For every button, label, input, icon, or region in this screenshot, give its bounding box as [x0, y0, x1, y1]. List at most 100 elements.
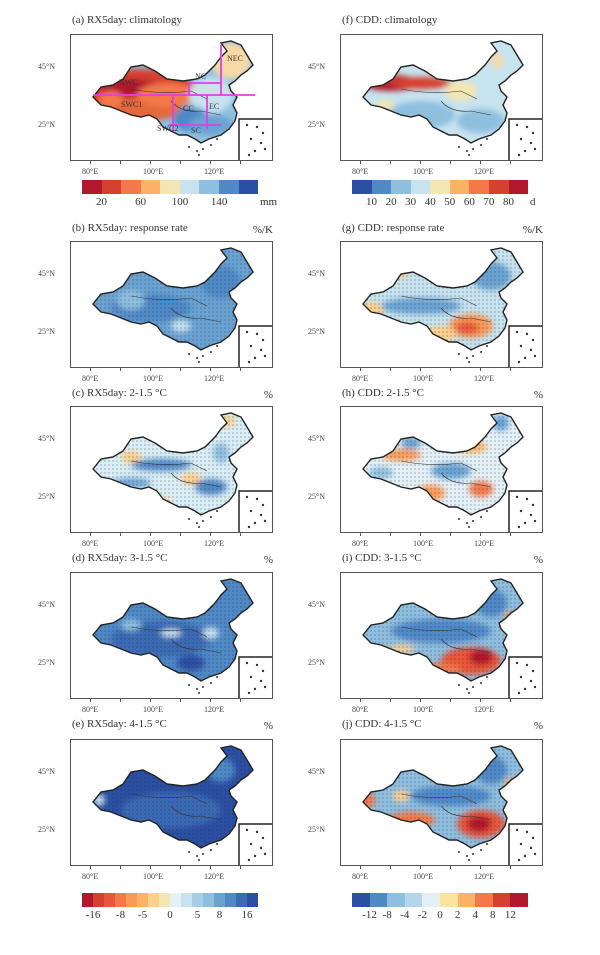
china-outline	[92, 578, 254, 682]
lon-tick	[90, 161, 91, 164]
lat-label: 25°N	[308, 492, 325, 501]
colorbar-label: 4	[472, 909, 478, 921]
colorbar-label: 70	[483, 196, 495, 208]
lon-label: 80°E	[82, 167, 99, 176]
lon-label: 100°E	[413, 872, 434, 881]
lon-tick	[90, 866, 91, 869]
colorbar-swatch	[510, 893, 528, 907]
south-china-sea-inset	[508, 325, 542, 367]
lat-label: 45°N	[38, 434, 55, 443]
colorbar-swatch	[352, 180, 372, 194]
panel-unit-d: %	[263, 554, 273, 566]
colorbar-swatch	[457, 893, 476, 907]
lon-tick	[120, 533, 121, 536]
colorbar-label: 100	[171, 196, 189, 208]
map-panel-b	[70, 241, 273, 368]
china-map-h	[362, 412, 542, 532]
lon-label: 100°E	[413, 374, 434, 383]
lon-tick	[240, 368, 241, 371]
lon-tick	[150, 533, 151, 536]
colorbar-swatch	[422, 893, 440, 907]
colorbar-swatch	[225, 893, 236, 907]
colorbar-swatch	[101, 180, 122, 194]
panel-unit-i: %	[533, 554, 543, 566]
lat-label: 25°N	[38, 825, 55, 834]
lon-tick	[510, 866, 511, 869]
lon-label: 120°E	[204, 705, 225, 714]
colorbar-swatch	[159, 893, 170, 907]
china-outline	[362, 412, 524, 516]
lon-tick	[120, 161, 121, 164]
lon-label: 80°E	[82, 539, 99, 548]
lon-tick	[210, 368, 211, 371]
china-outline	[92, 412, 254, 516]
colorbar-label: 140	[210, 196, 228, 208]
colorbar-label: 10	[366, 196, 378, 208]
colorbar-label: -4	[400, 909, 410, 921]
colorbar-label: 60	[463, 196, 475, 208]
lon-tick	[390, 533, 391, 536]
lon-tick	[360, 161, 361, 164]
lon-tick	[240, 866, 241, 869]
map-panel-j	[340, 739, 543, 866]
lon-tick	[510, 368, 511, 371]
lon-tick	[180, 368, 181, 371]
china-map-b	[92, 247, 272, 367]
panel-title-b: (b) RX5day: response rate	[72, 222, 188, 234]
panel-title-j: (j) CDD: 4-1.5 °C	[342, 718, 422, 730]
colorbar-cdd-climatology	[352, 180, 529, 194]
china-map-d	[92, 578, 272, 698]
lon-label: 120°E	[204, 374, 225, 383]
lon-tick	[90, 368, 91, 371]
lon-tick	[480, 368, 481, 371]
lon-tick	[360, 699, 361, 702]
colorbar-label: 8	[216, 909, 223, 921]
lon-tick	[390, 368, 391, 371]
panel-title-a: (a) RX5day: climatology	[72, 14, 182, 26]
china-outline	[92, 247, 254, 351]
field-region	[369, 69, 393, 81]
south-china-sea-inset	[238, 118, 272, 160]
lon-label: 80°E	[352, 539, 369, 548]
map-panel-i	[340, 572, 543, 699]
lon-tick	[480, 161, 481, 164]
colorbar-swatch	[488, 180, 509, 194]
region-label: SWC2	[157, 124, 178, 133]
colorbar-swatch	[104, 893, 115, 907]
colorbar-swatch	[410, 180, 431, 194]
colorbar-swatch	[475, 893, 493, 907]
south-china-sea-inset	[508, 823, 542, 865]
lat-label: 25°N	[308, 658, 325, 667]
colorbar-unit: d	[530, 196, 536, 208]
colorbar-swatch	[203, 893, 214, 907]
colorbar-label: 30	[405, 196, 417, 208]
colorbar-label: 16	[241, 909, 253, 921]
colorbar-swatch	[387, 893, 405, 907]
lon-label: 100°E	[413, 705, 434, 714]
lon-tick	[480, 866, 481, 869]
china-map-g	[362, 247, 542, 367]
colorbar-swatch	[236, 893, 247, 907]
colorbar-swatch	[404, 893, 423, 907]
lon-tick	[480, 533, 481, 536]
lon-label: 120°E	[204, 872, 225, 881]
panel-title-c: (c) RX5day: 2-1.5 °C	[72, 387, 167, 399]
lon-tick	[240, 533, 241, 536]
lat-label: 45°N	[308, 269, 325, 278]
colorbar-swatch	[439, 893, 458, 907]
panel-unit-e: %	[263, 720, 273, 732]
lon-tick	[210, 866, 211, 869]
map-panel-d	[70, 572, 273, 699]
lat-label: 25°N	[38, 120, 55, 129]
lat-label: 45°N	[308, 434, 325, 443]
colorbar-swatch	[140, 180, 161, 194]
lon-tick	[420, 533, 421, 536]
colorbar-swatch	[115, 893, 126, 907]
lon-tick	[510, 533, 511, 536]
lon-tick	[390, 161, 391, 164]
lat-label: 45°N	[308, 62, 325, 71]
lon-tick	[450, 533, 451, 536]
lon-tick	[390, 699, 391, 702]
china-map-j	[362, 745, 542, 865]
colorbar-swatch	[247, 893, 258, 907]
